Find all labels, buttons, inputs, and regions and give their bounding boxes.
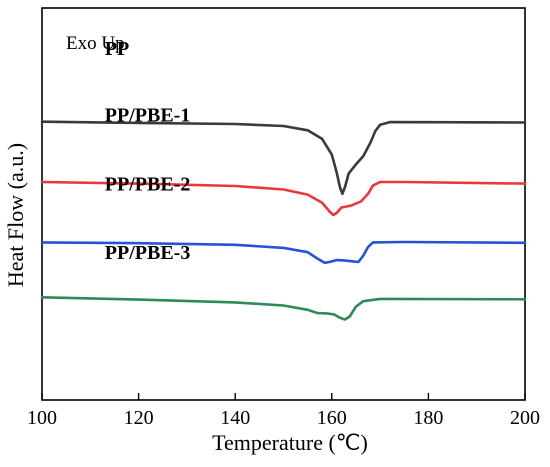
- plot-frame: [41, 7, 526, 401]
- x-tick-label: 140: [220, 407, 250, 429]
- series-lines: [40, 120, 527, 321]
- x-tick-label: 180: [413, 407, 443, 429]
- series-label-2: PP/PBE-1: [105, 105, 191, 127]
- series-line-2: [40, 180, 527, 217]
- series-label-4: PP/PBE-3: [105, 242, 191, 264]
- series-line-4: [40, 296, 527, 321]
- series-line-1: [40, 120, 527, 196]
- x-tick-label: 200: [510, 407, 540, 429]
- series-label-1: PP: [105, 38, 129, 60]
- y-axis-title: Heat Flow (a.u.): [3, 143, 28, 287]
- series-label-3: PP/PBE-2: [105, 173, 191, 195]
- x-axis-title: Temperature (℃): [212, 430, 368, 455]
- x-tick-label: 100: [27, 407, 57, 429]
- x-tick-label: 160: [317, 407, 347, 429]
- exo-up-annotation: Exo Up: [66, 33, 125, 54]
- series-line-3: [40, 240, 527, 265]
- x-axis-ticks: 100 120 140 160 180 200: [27, 393, 540, 429]
- plot-border: [41, 7, 526, 401]
- series-labels: PP PP/PBE-1 PP/PBE-2 PP/PBE-3: [105, 38, 191, 264]
- x-tick-label: 120: [124, 407, 154, 429]
